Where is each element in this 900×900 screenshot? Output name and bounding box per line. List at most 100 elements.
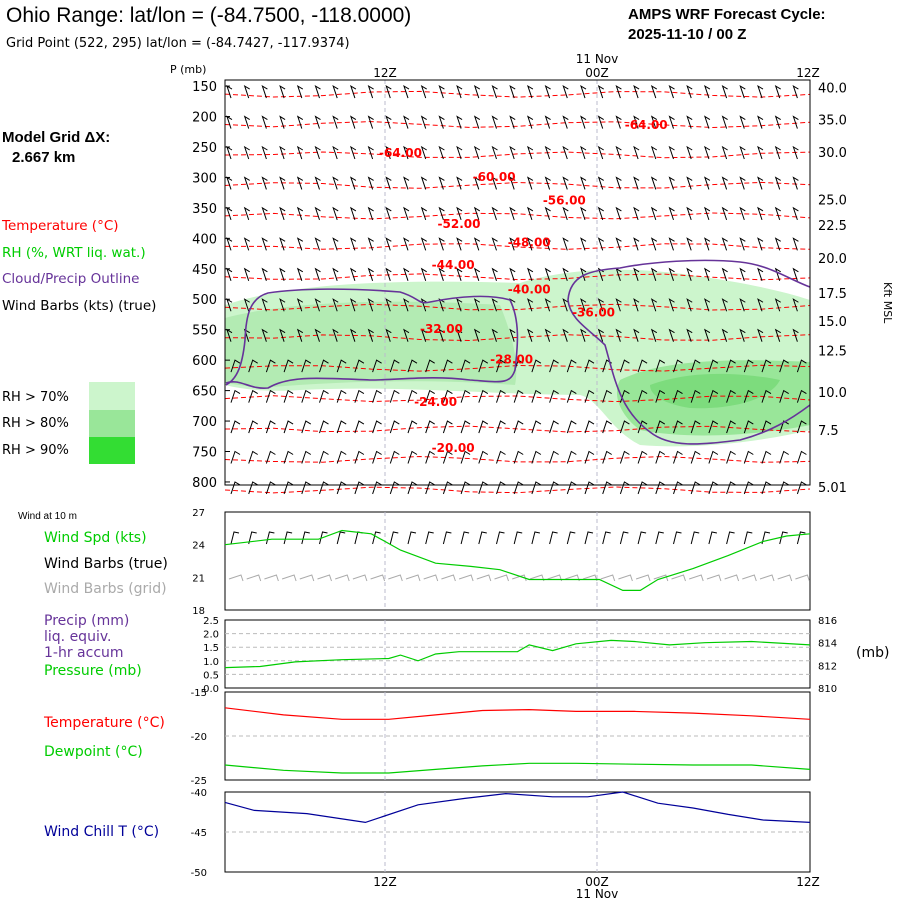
wind-barb-228 <box>757 267 764 281</box>
legend-rh70: RH > 70% <box>2 390 69 405</box>
wind-barb-388 <box>673 420 683 434</box>
surface-barb-grid-32 <box>795 574 810 582</box>
surface-barb-true-12 <box>442 531 452 545</box>
top-time-label-2: 00Z <box>585 66 609 80</box>
wind-barb-55 <box>615 115 622 129</box>
wind-barb-26 <box>686 84 693 99</box>
wind-barb-309 <box>442 359 453 373</box>
p3-ytick-0: -25 <box>191 776 207 787</box>
wind-barb-454 <box>673 481 683 495</box>
wind-barb-354 <box>655 389 666 403</box>
surface-barb-true-22 <box>619 531 629 545</box>
p1-ytick-2: 24 <box>192 541 205 552</box>
wind-barb-400 <box>301 450 312 464</box>
wind-barb-79 <box>456 145 463 160</box>
wind-barb-62 <box>739 115 746 129</box>
wind-barb-131 <box>792 176 799 190</box>
isotherm-label-11: -24.00 <box>414 395 457 409</box>
wind-barb-271 <box>349 328 357 342</box>
wind-barb-457 <box>726 481 736 495</box>
wind-barb-243 <box>438 298 445 312</box>
bottom-day-label: 11 Nov <box>576 887 619 900</box>
wind-barb-341 <box>425 389 435 403</box>
wind-barb-340 <box>407 389 418 403</box>
wind-barb-30 <box>757 84 764 99</box>
wind-barb-15 <box>491 84 498 99</box>
wind-barb-127 <box>721 176 728 190</box>
wind-barb-204 <box>332 267 339 281</box>
wind-barb-20 <box>580 84 587 99</box>
wind-barb-446 <box>531 481 542 495</box>
wind-barb-128 <box>739 176 746 190</box>
wind-barb-210 <box>438 267 445 281</box>
wind-barb-380 <box>531 420 542 434</box>
wind-barb-253 <box>615 298 622 312</box>
isotherm-label-3: -56.00 <box>543 193 586 207</box>
surface-barb-grid-29 <box>742 574 757 582</box>
height-tick-5: 20.0 <box>818 252 847 267</box>
wind-barb-289 <box>668 328 675 342</box>
p2-ytick-4: 2.0 <box>203 630 219 641</box>
height-tick-2: 30.0 <box>818 146 847 161</box>
wind-barb-230 <box>792 267 799 281</box>
surface-barb-true-24 <box>655 531 664 545</box>
wind-barb-1 <box>243 84 250 99</box>
wind-barb-133 <box>243 206 250 221</box>
wind-barb-38 <box>314 115 321 129</box>
wind-barb-124 <box>668 176 675 190</box>
page-title: Ohio Range: lat/lon = (-84.7500, -118.00… <box>6 4 411 27</box>
wind-barb-353 <box>637 389 648 403</box>
wind-barb-9 <box>385 84 392 99</box>
p2-ytick-3: 1.5 <box>203 643 219 654</box>
wind-barb-278 <box>473 328 481 342</box>
wind-barb-141 <box>385 206 392 221</box>
surface-barb-grid-1 <box>246 574 262 582</box>
wind-barb-225 <box>703 267 711 281</box>
legend-wind: Wind Barbs (kts) (true) <box>2 298 156 314</box>
wind-barb-312 <box>496 359 506 373</box>
wind-barb-458 <box>743 481 754 495</box>
wind-barb-364 <box>248 420 258 434</box>
wind-barb-439 <box>407 481 418 495</box>
wind-barb-51 <box>544 115 551 129</box>
model-grid-value: 2.667 km <box>12 149 75 166</box>
wind-barb-180 <box>491 237 498 251</box>
wind-barb-187 <box>615 237 622 251</box>
wind-barb-324 <box>708 359 719 373</box>
model-grid-label: Model Grid ΔX: <box>2 129 110 146</box>
wind-barb-201 <box>279 267 286 281</box>
p1-ytick-0: 18 <box>192 606 205 617</box>
wind-barb-448 <box>566 481 577 495</box>
surface-barb-grid-5 <box>317 574 332 582</box>
rh90-swatch <box>89 437 135 464</box>
bottom-time-label-2: 00Z <box>585 875 609 889</box>
pressure-tick-150: 150 <box>192 80 217 95</box>
wind-barb-357 <box>708 389 719 403</box>
wind-barb-156 <box>650 206 658 221</box>
wind-barb-142 <box>403 206 410 221</box>
wind-barb-68 <box>261 145 268 160</box>
wind-barb-255 <box>650 298 658 312</box>
wind-barb-377 <box>478 420 489 434</box>
wind-barb-445 <box>513 481 524 495</box>
wind-barb-303 <box>336 359 347 373</box>
wind-barb-176 <box>420 237 427 251</box>
rh80-swatch <box>89 410 135 437</box>
wind-barb-427 <box>779 450 789 464</box>
wind-barb-205 <box>349 267 357 281</box>
wind-barb-81 <box>491 145 498 160</box>
wind-barb-36 <box>279 115 286 129</box>
cross-section-frame <box>224 79 811 486</box>
isotherm-0 <box>224 90 811 98</box>
wind-barb-227 <box>739 267 746 281</box>
wind-barb-291 <box>703 328 711 342</box>
surface-barb-true-26 <box>690 531 700 545</box>
wind-barb-162 <box>757 206 764 221</box>
wind-barb-416 <box>584 450 595 464</box>
pressure-tick-350: 350 <box>192 202 217 217</box>
wind-barb-99 <box>226 176 233 190</box>
wind-barb-263 <box>792 298 799 312</box>
wind-barb-90 <box>650 145 658 160</box>
wind-barb-21 <box>597 84 604 99</box>
wind-barb-212 <box>473 267 481 281</box>
